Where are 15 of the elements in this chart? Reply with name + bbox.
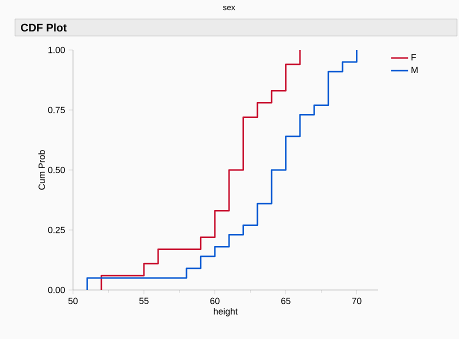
legend-label: M	[412, 66, 418, 73]
y-tick-label: 0.00	[48, 286, 65, 294]
x-tick-label: 55	[139, 298, 149, 304]
y-tick-label: 1.00	[48, 46, 65, 54]
x-axis-title: height	[214, 308, 238, 316]
y-tick-label: 0.50	[48, 166, 65, 174]
x-tick-label: 50	[68, 298, 78, 304]
chart-title: CDF Plot	[20, 23, 67, 32]
y-tick-label: 0.25	[48, 226, 65, 234]
x-tick-label: 60	[210, 298, 220, 304]
y-tick-label: 0.75	[48, 106, 65, 114]
legend-label: F	[412, 54, 416, 60]
y-axis-title: Cum Prob	[38, 150, 45, 190]
x-tick-label: 65	[281, 298, 290, 304]
x-tick-label: 70	[352, 298, 362, 304]
